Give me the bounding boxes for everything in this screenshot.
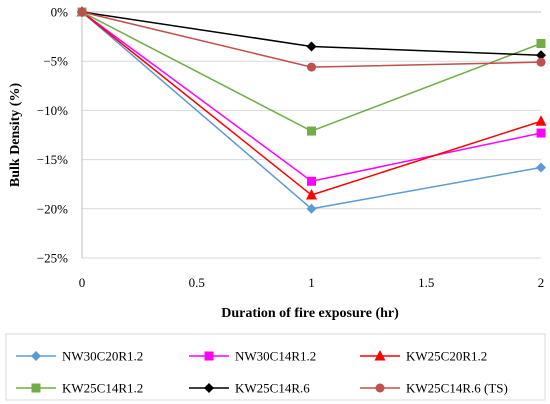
data-point (536, 50, 546, 61)
legend-marker (204, 351, 214, 361)
data-point (306, 203, 317, 214)
data-point (307, 176, 316, 186)
x-tick-label: 1.5 (418, 275, 434, 290)
x-axis-title: Duration of fire exposure (hr) (221, 306, 399, 321)
y-tick-labels: 0% −5% −10% −15% −20% −25% (37, 5, 68, 266)
data-point (306, 41, 317, 52)
legend-label: KW25C14R.6 (TS) (406, 381, 508, 396)
data-point (306, 189, 317, 200)
x-tick-label: 2 (538, 275, 545, 290)
legend-marker (31, 351, 41, 361)
x-tick-labels: 0 0.5 1 1.5 2 (79, 275, 545, 290)
y-tick-label: −5% (43, 54, 68, 69)
legend-box (5, 333, 546, 401)
series-line-3 (81, 11, 542, 196)
y-tick-label: −25% (37, 251, 68, 266)
data-point (536, 57, 546, 67)
data-point (307, 62, 316, 72)
y-tick-label: 0% (51, 5, 69, 20)
data-point (77, 7, 87, 17)
legend-label: NW30C14R1.2 (235, 349, 316, 364)
series-line-2 (81, 11, 542, 183)
data-point (536, 162, 546, 173)
data-point (307, 126, 316, 136)
x-tick-label: 0.5 (189, 275, 205, 290)
data-point (535, 115, 547, 126)
y-axis-title: Bulk Density (%) (8, 83, 23, 188)
data-point (536, 128, 546, 138)
data-point (536, 38, 546, 48)
legend-marker (31, 383, 41, 393)
x-tick-label: 1 (308, 275, 315, 290)
legend-label: NW30C20R1.2 (62, 349, 143, 364)
legend-label: KW25C14R1.2 (62, 381, 143, 396)
legend: NW30C20R1.2 NW30C14R1.2 KW25C20R1.2 KW25C14… (16, 349, 508, 396)
legend-marker (375, 383, 385, 393)
series-lines (76, 6, 547, 214)
x-tick-label: 0 (79, 275, 86, 290)
series-line-6 (81, 11, 542, 68)
legend-marker (374, 350, 386, 361)
legend-label: KW25C20R1.2 (406, 349, 487, 364)
y-tick-label: −10% (37, 103, 68, 118)
axes (81, 11, 541, 258)
gridlines (82, 60, 541, 259)
legend-label: KW25C14R.6 (235, 381, 310, 396)
y-tick-label: −15% (37, 152, 68, 167)
legend-marker (204, 383, 214, 393)
y-tick-label: −20% (37, 201, 68, 216)
